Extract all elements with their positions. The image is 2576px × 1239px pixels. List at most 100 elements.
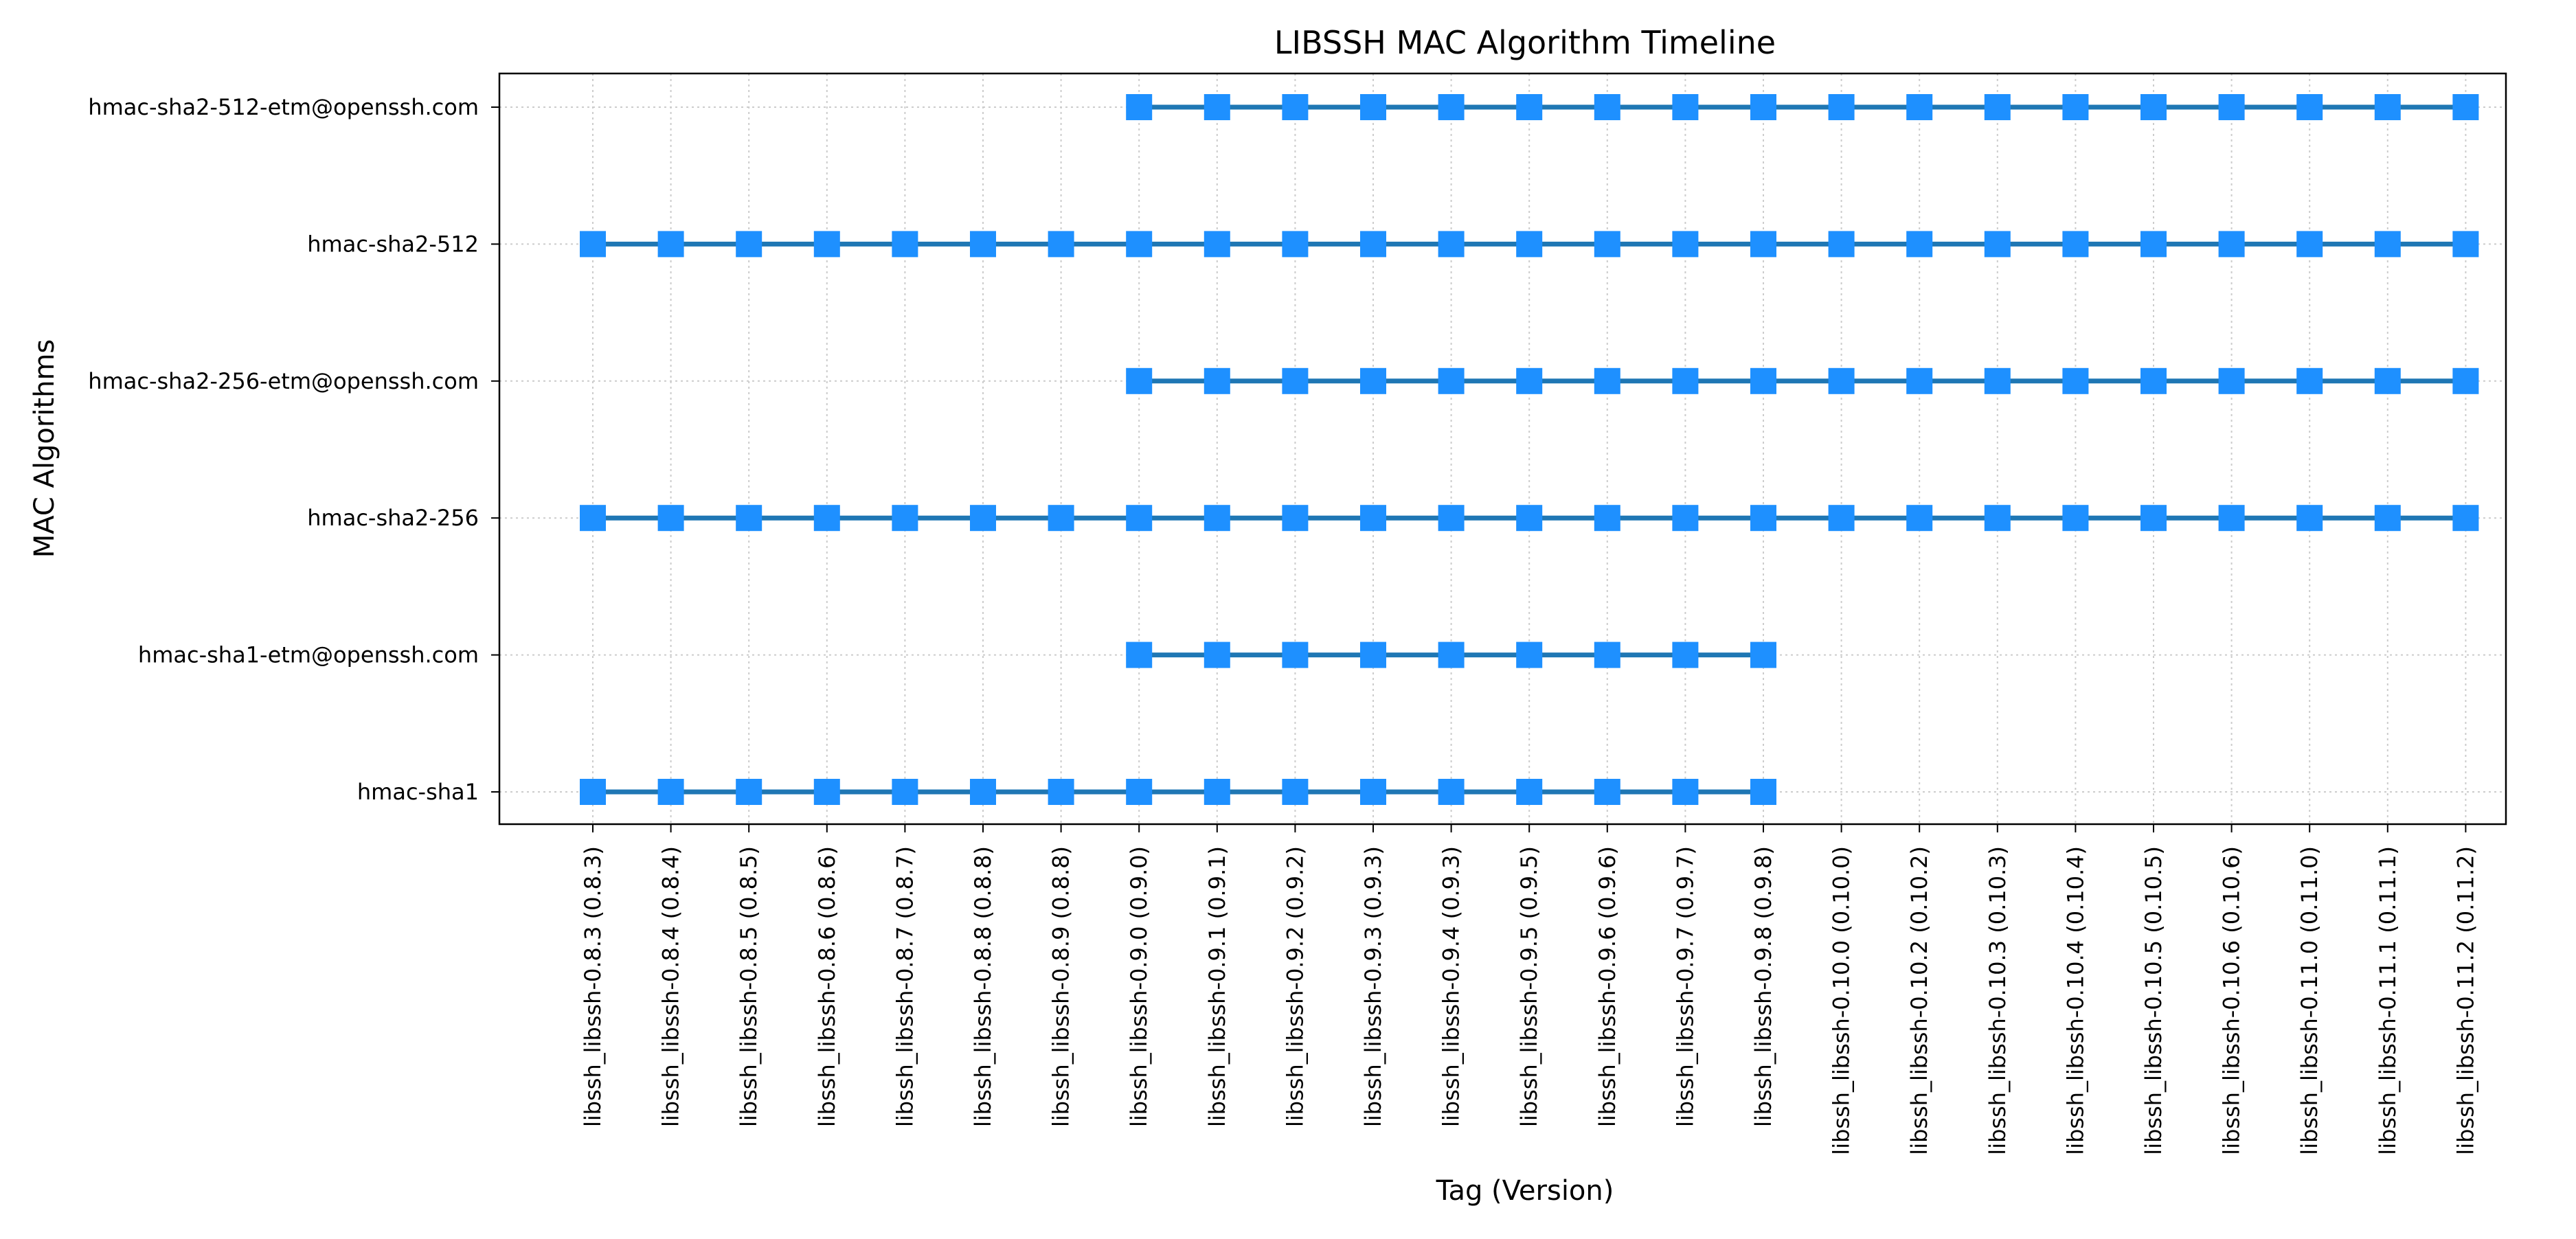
- series-layer: [580, 94, 2479, 805]
- x-axis-label: Tag (Version): [1436, 1175, 1614, 1207]
- data-point: [1672, 505, 1699, 532]
- x-tick-label: libssh_libssh-0.9.5 (0.9.5): [1516, 846, 1542, 1127]
- x-tick-label: libssh_libssh-0.10.6 (0.10.6): [2219, 846, 2245, 1155]
- data-point: [580, 505, 606, 532]
- data-point: [2374, 505, 2401, 532]
- data-point: [2218, 94, 2245, 120]
- data-point: [970, 779, 996, 805]
- data-point: [1282, 94, 1309, 120]
- data-point: [1750, 641, 1776, 668]
- series-hmac-sha1: [580, 779, 1776, 805]
- data-point: [2374, 231, 2401, 258]
- grid-layer: [499, 73, 2506, 824]
- data-point: [1126, 505, 1153, 532]
- data-point: [1594, 779, 1620, 805]
- data-point: [1438, 231, 1465, 258]
- x-tick-label: libssh_libssh-0.8.3 (0.8.3): [580, 846, 606, 1127]
- data-point: [1594, 641, 1620, 668]
- data-point: [2374, 367, 2401, 394]
- data-point: [1048, 231, 1074, 258]
- data-point: [1984, 505, 2011, 532]
- data-point: [1828, 367, 1855, 394]
- data-point: [1516, 779, 1543, 805]
- data-point: [1204, 779, 1230, 805]
- y-tick-label: hmac-sha2-256: [307, 505, 479, 531]
- data-point: [1672, 641, 1699, 668]
- data-point: [1360, 367, 1386, 394]
- x-tick-label: libssh_libssh-0.8.5 (0.8.5): [736, 846, 762, 1127]
- ticks-layer: libssh_libssh-0.8.3 (0.8.3) libssh_libssh…: [88, 94, 2478, 1155]
- data-point: [2218, 231, 2245, 258]
- data-point: [1516, 367, 1543, 394]
- data-point: [1282, 779, 1309, 805]
- data-point: [2062, 94, 2089, 120]
- data-point: [1906, 505, 1933, 532]
- data-point: [2296, 94, 2323, 120]
- data-point: [1828, 94, 1855, 120]
- data-point: [736, 231, 762, 258]
- x-tick-label: libssh_libssh-0.11.0 (0.11.0): [2296, 846, 2323, 1155]
- data-point: [1750, 779, 1776, 805]
- data-point: [657, 231, 684, 258]
- data-point: [2218, 505, 2245, 532]
- x-tick-label: libssh_libssh-0.9.4 (0.9.3): [1438, 846, 1465, 1127]
- data-point: [1516, 505, 1543, 532]
- data-point: [813, 231, 840, 258]
- data-point: [1360, 94, 1386, 120]
- data-point: [1048, 505, 1074, 532]
- data-point: [1438, 779, 1465, 805]
- data-point: [1126, 779, 1153, 805]
- data-point: [892, 505, 918, 532]
- data-point: [580, 779, 606, 805]
- data-point: [1750, 505, 1776, 532]
- series-hmac-sha2-256-etm-openssh-com: [1126, 367, 2479, 394]
- data-point: [1672, 779, 1699, 805]
- x-tick-label: libssh_libssh-0.9.1 (0.9.1): [1204, 846, 1230, 1127]
- data-point: [1282, 367, 1309, 394]
- data-point: [970, 231, 996, 258]
- x-tick-label: libssh_libssh-0.9.3 (0.9.3): [1360, 846, 1386, 1127]
- x-tick-label: libssh_libssh-0.11.2 (0.11.2): [2452, 846, 2478, 1155]
- x-tick-label: libssh_libssh-0.10.0 (0.10.0): [1829, 846, 1855, 1155]
- data-point: [1204, 94, 1230, 120]
- data-point: [1360, 641, 1386, 668]
- data-point: [1204, 367, 1230, 394]
- data-point: [580, 231, 606, 258]
- data-point: [892, 779, 918, 805]
- data-point: [892, 231, 918, 258]
- x-tick-label: libssh_libssh-0.8.8 (0.8.8): [970, 846, 996, 1127]
- data-point: [1516, 641, 1543, 668]
- data-point: [2140, 505, 2167, 532]
- x-tick-label: libssh_libssh-0.8.9 (0.8.8): [1048, 846, 1074, 1127]
- data-point: [1360, 231, 1386, 258]
- data-point: [1048, 779, 1074, 805]
- data-point: [1906, 367, 1933, 394]
- data-point: [1360, 779, 1386, 805]
- y-tick-label: hmac-sha1-etm@openssh.com: [138, 642, 479, 668]
- data-point: [1672, 367, 1699, 394]
- data-point: [1204, 641, 1230, 668]
- data-point: [1594, 505, 1620, 532]
- data-point: [2452, 94, 2479, 120]
- data-point: [1438, 641, 1465, 668]
- data-point: [1282, 641, 1309, 668]
- data-point: [1438, 94, 1465, 120]
- x-tick-label: libssh_libssh-0.10.2 (0.10.2): [1906, 846, 1932, 1155]
- series-hmac-sha2-512-etm-openssh-com: [1126, 94, 2479, 120]
- data-point: [1594, 94, 1620, 120]
- data-point: [813, 505, 840, 532]
- plot-frame: [498, 72, 2507, 826]
- data-point: [2140, 94, 2167, 120]
- data-point: [1516, 94, 1543, 120]
- x-tick-label: libssh_libssh-0.10.5 (0.10.5): [2140, 846, 2167, 1155]
- data-point: [2296, 231, 2323, 258]
- data-point: [1750, 94, 1776, 120]
- x-tick-label: libssh_libssh-0.9.7 (0.9.7): [1672, 846, 1698, 1127]
- data-point: [1282, 231, 1309, 258]
- data-point: [1594, 231, 1620, 258]
- data-point: [1516, 231, 1543, 258]
- data-point: [2140, 367, 2167, 394]
- data-point: [2452, 367, 2479, 394]
